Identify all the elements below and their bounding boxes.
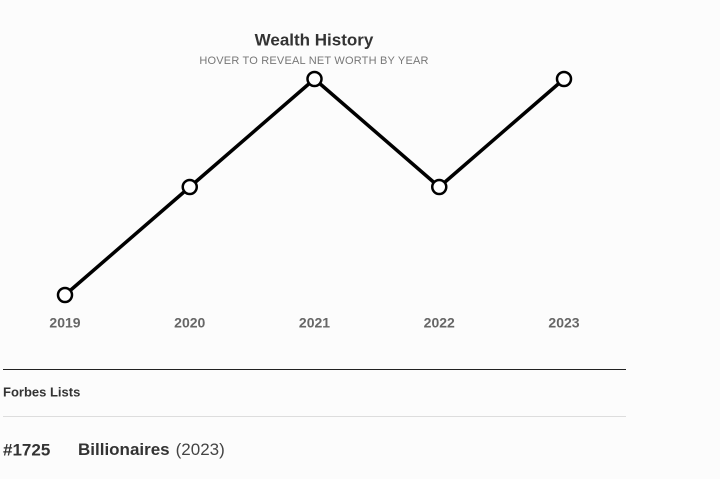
line [63,76,566,297]
point[interactable] [56,286,74,304]
point[interactable] [431,178,448,196]
x-tick-label: 2019 [49,315,80,331]
rank: #1725 [3,440,50,459]
point[interactable] [181,178,198,196]
x-tick-label: 2020 [174,315,205,331]
list-entry[interactable]: Billionaires (2023) [78,440,225,459]
point[interactable] [306,70,323,88]
x-tick-label: 2021 [299,315,330,331]
point[interactable] [555,70,573,88]
list-year: (2023) [176,440,225,459]
x-tick-label: 2023 [548,315,579,331]
x-tick-label: 2022 [424,315,455,331]
chart-subtitle: HOVER TO REVEAL NET WORTH BY YEAR [199,55,428,67]
chart-title: Wealth History [255,30,374,49]
section-title: Forbes Lists [3,384,80,399]
list-name[interactable]: Billionaires [78,440,170,459]
